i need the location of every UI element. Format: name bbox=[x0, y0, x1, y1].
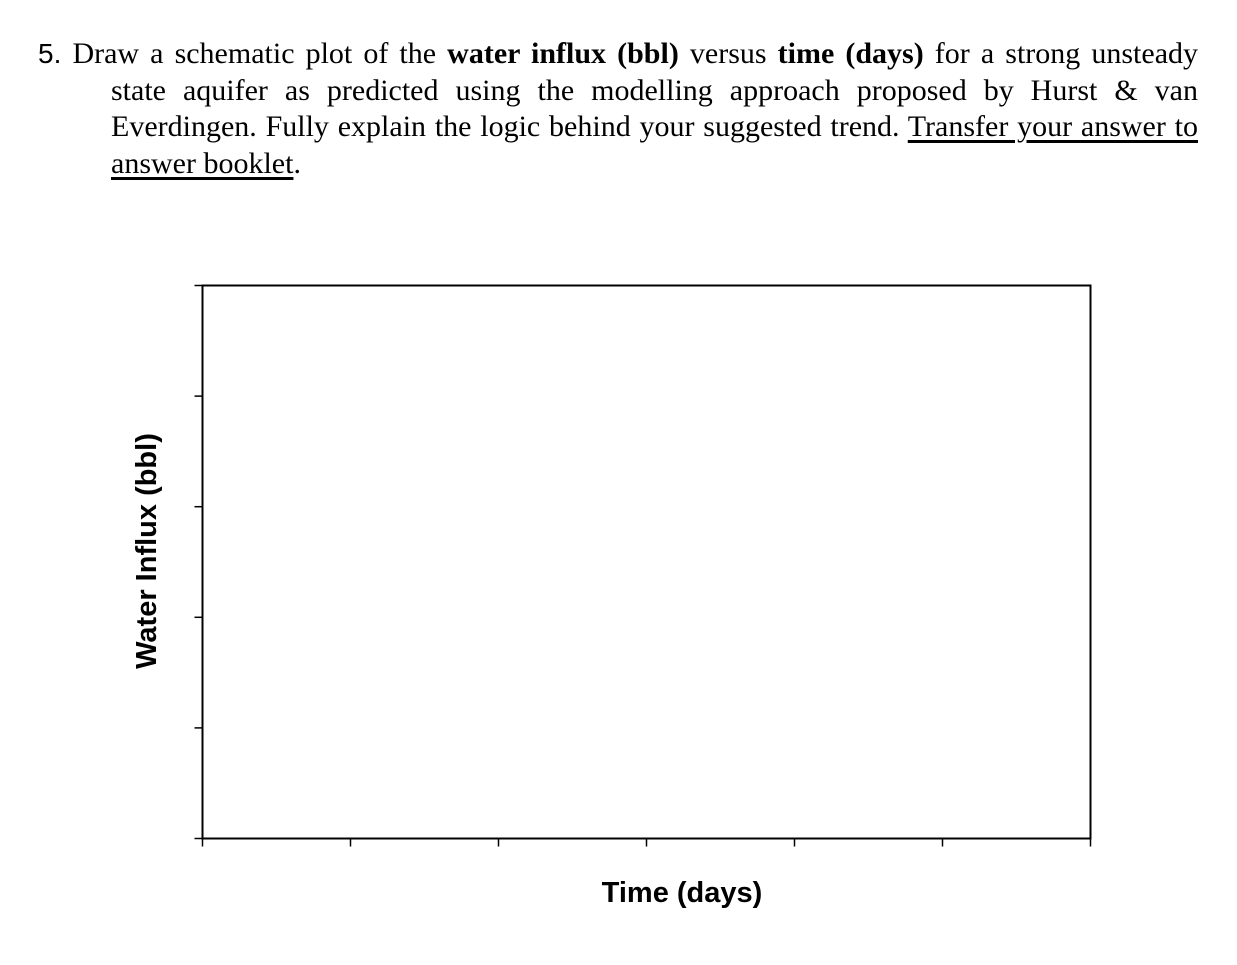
question-body: Draw a schematic plot of the water influ… bbox=[61, 37, 1198, 180]
question-part: time (days) bbox=[777, 37, 924, 70]
question-part: for a strong unsteady state aquifer as p… bbox=[111, 37, 1199, 143]
plot-area-frame bbox=[201, 284, 1092, 840]
x-axis-ticks bbox=[201, 838, 1092, 847]
question-text: 5. Draw a schematic plot of the water in… bbox=[38, 36, 1198, 182]
question-part: Draw a schematic plot of the bbox=[61, 37, 448, 70]
question-part: Transfer your answer to answer booklet bbox=[111, 110, 1198, 180]
question-part: . bbox=[293, 146, 301, 180]
question-part: versus bbox=[678, 37, 778, 70]
question-part: water influx (bbl) bbox=[447, 37, 679, 70]
x-axis-label: Time (days) bbox=[602, 877, 763, 909]
y-axis-ticks bbox=[194, 284, 203, 840]
y-axis-label: Water Influx (bbl) bbox=[131, 433, 163, 669]
question-number: 5. bbox=[38, 38, 62, 69]
